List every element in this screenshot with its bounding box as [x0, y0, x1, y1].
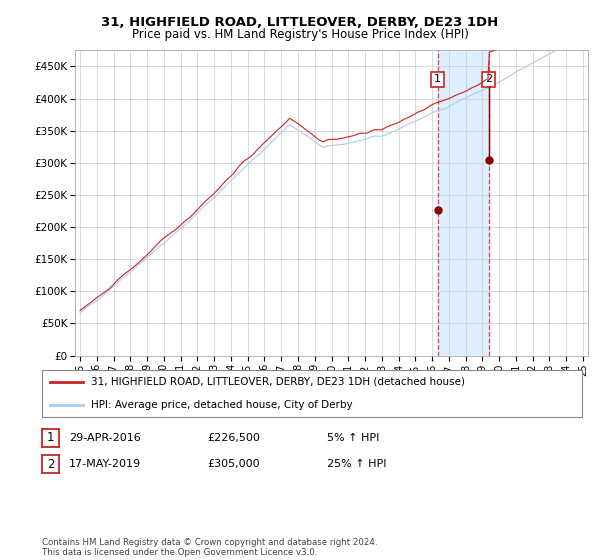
Text: 2: 2: [485, 74, 493, 85]
Text: 31, HIGHFIELD ROAD, LITTLEOVER, DERBY, DE23 1DH (detached house): 31, HIGHFIELD ROAD, LITTLEOVER, DERBY, D…: [91, 376, 464, 386]
Text: 2: 2: [47, 458, 54, 471]
Text: HPI: Average price, detached house, City of Derby: HPI: Average price, detached house, City…: [91, 400, 352, 410]
Text: 1: 1: [47, 431, 54, 445]
Text: £226,500: £226,500: [207, 433, 260, 443]
Text: £305,000: £305,000: [207, 459, 260, 469]
Text: Price paid vs. HM Land Registry's House Price Index (HPI): Price paid vs. HM Land Registry's House …: [131, 28, 469, 41]
Text: 5% ↑ HPI: 5% ↑ HPI: [327, 433, 379, 443]
Bar: [437, 50, 489, 356]
Text: 25% ↑ HPI: 25% ↑ HPI: [327, 459, 386, 469]
Text: 29-APR-2016: 29-APR-2016: [69, 433, 141, 443]
Text: Contains HM Land Registry data © Crown copyright and database right 2024.
This d: Contains HM Land Registry data © Crown c…: [42, 538, 377, 557]
Text: 31, HIGHFIELD ROAD, LITTLEOVER, DERBY, DE23 1DH: 31, HIGHFIELD ROAD, LITTLEOVER, DERBY, D…: [101, 16, 499, 29]
Text: 1: 1: [434, 74, 441, 85]
Text: 17-MAY-2019: 17-MAY-2019: [69, 459, 141, 469]
